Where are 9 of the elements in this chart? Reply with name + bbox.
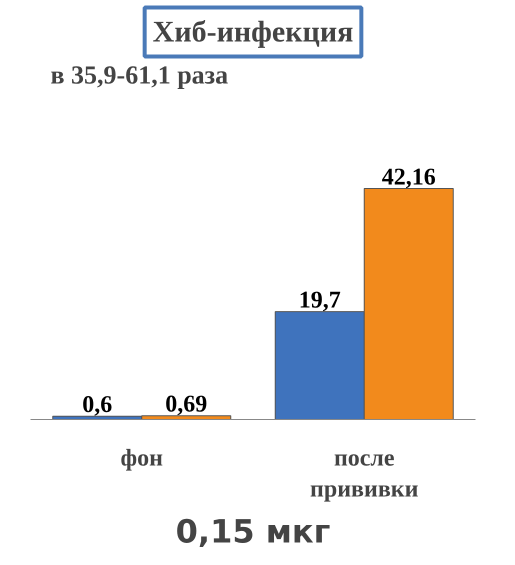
data-label: 19,7 xyxy=(298,288,341,314)
data-label: 42,16 xyxy=(382,164,436,191)
text: 0,15 мкг xyxy=(176,512,330,550)
chart-title: Хиб-инфекция xyxy=(152,16,354,48)
data-label: 0,6 xyxy=(82,392,112,418)
data-label: 0,69 xyxy=(165,392,208,418)
text: в 35,9-61,1 раза xyxy=(50,60,228,90)
x-tick-label: фон xyxy=(120,446,164,472)
x-tick-label: после прививки xyxy=(310,446,419,503)
